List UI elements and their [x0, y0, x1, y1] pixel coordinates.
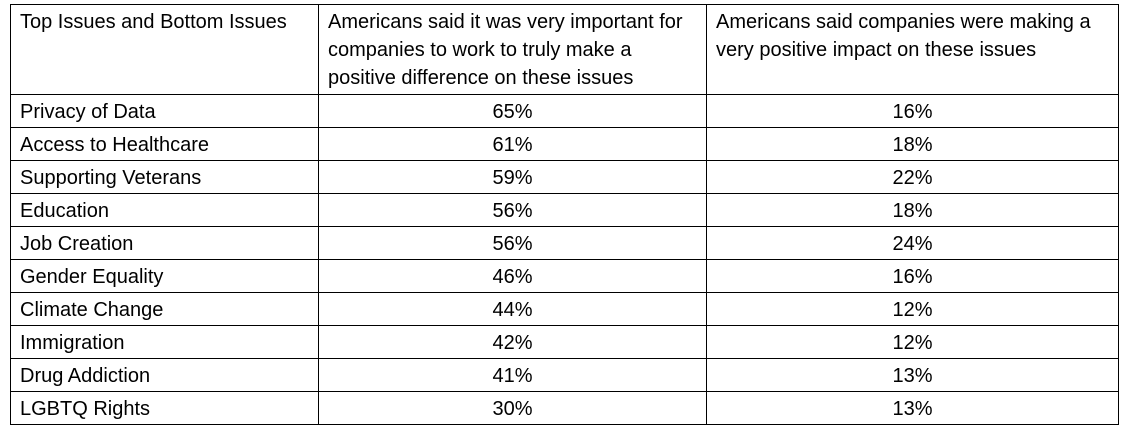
- table-row: Job Creation 56% 24%: [10, 226, 1119, 260]
- impact-cell: 18%: [706, 127, 1119, 161]
- important-cell: 56%: [318, 226, 707, 260]
- impact-cell: 22%: [706, 160, 1119, 194]
- impact-cell: 16%: [706, 94, 1119, 128]
- impact-cell: 13%: [706, 358, 1119, 392]
- table-header: Top Issues and Bottom Issues Americans s…: [10, 4, 1119, 95]
- issue-cell: Immigration: [10, 325, 319, 359]
- table-row: Access to Healthcare 61% 18%: [10, 127, 1119, 161]
- important-cell: 30%: [318, 391, 707, 425]
- issue-cell: Job Creation: [10, 226, 319, 260]
- important-cell: 46%: [318, 259, 707, 293]
- issues-table: Top Issues and Bottom Issues Americans s…: [10, 4, 1119, 425]
- issues-table-container: Top Issues and Bottom Issues Americans s…: [10, 4, 1119, 425]
- header-positive-impact: Americans said companies were making a v…: [706, 4, 1119, 95]
- issue-cell: Supporting Veterans: [10, 160, 319, 194]
- table-row: Climate Change 44% 12%: [10, 292, 1119, 326]
- table-row: LGBTQ Rights 30% 13%: [10, 391, 1119, 425]
- impact-cell: 13%: [706, 391, 1119, 425]
- table-row: Supporting Veterans 59% 22%: [10, 160, 1119, 194]
- important-cell: 44%: [318, 292, 707, 326]
- table-row: Immigration 42% 12%: [10, 325, 1119, 359]
- table-row: Gender Equality 46% 16%: [10, 259, 1119, 293]
- header-row: Top Issues and Bottom Issues Americans s…: [10, 4, 1119, 95]
- table-row: Education 56% 18%: [10, 193, 1119, 227]
- issue-cell: Climate Change: [10, 292, 319, 326]
- header-issues: Top Issues and Bottom Issues: [10, 4, 319, 95]
- issue-cell: LGBTQ Rights: [10, 391, 319, 425]
- issue-cell: Access to Healthcare: [10, 127, 319, 161]
- impact-cell: 12%: [706, 292, 1119, 326]
- important-cell: 41%: [318, 358, 707, 392]
- impact-cell: 24%: [706, 226, 1119, 260]
- issue-cell: Education: [10, 193, 319, 227]
- important-cell: 42%: [318, 325, 707, 359]
- header-very-important: Americans said it was very important for…: [318, 4, 707, 95]
- impact-cell: 16%: [706, 259, 1119, 293]
- table-body: Privacy of Data 65% 16% Access to Health…: [10, 94, 1119, 425]
- important-cell: 65%: [318, 94, 707, 128]
- important-cell: 61%: [318, 127, 707, 161]
- important-cell: 56%: [318, 193, 707, 227]
- impact-cell: 18%: [706, 193, 1119, 227]
- issue-cell: Privacy of Data: [10, 94, 319, 128]
- impact-cell: 12%: [706, 325, 1119, 359]
- issue-cell: Drug Addiction: [10, 358, 319, 392]
- table-row: Privacy of Data 65% 16%: [10, 94, 1119, 128]
- issue-cell: Gender Equality: [10, 259, 319, 293]
- important-cell: 59%: [318, 160, 707, 194]
- table-row: Drug Addiction 41% 13%: [10, 358, 1119, 392]
